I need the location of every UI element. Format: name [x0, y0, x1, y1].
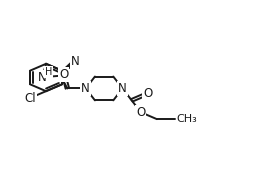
Text: H: H — [45, 67, 52, 77]
Text: O: O — [59, 68, 68, 81]
Text: N: N — [81, 82, 90, 95]
Text: O: O — [143, 87, 152, 100]
Text: CH₃: CH₃ — [176, 114, 197, 124]
Text: O: O — [136, 106, 146, 119]
Text: Cl: Cl — [24, 91, 36, 105]
Text: N: N — [71, 55, 80, 68]
Text: N: N — [38, 71, 47, 84]
Text: N: N — [118, 82, 127, 95]
